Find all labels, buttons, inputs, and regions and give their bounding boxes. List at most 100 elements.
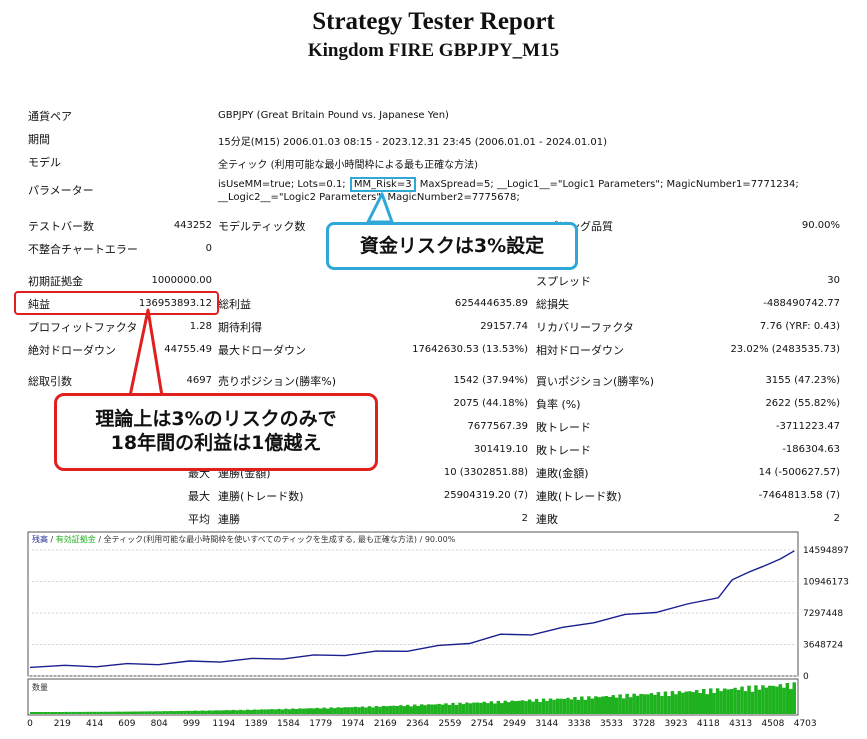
volume-bar [144, 711, 149, 714]
avg-cons-wins-label: 連勝 [218, 513, 240, 526]
volume-bar [346, 707, 351, 714]
volume-bar [364, 707, 368, 714]
volume-bar [294, 709, 299, 714]
largest-loss-label: 敗トレード [536, 421, 591, 434]
volume-bar [228, 710, 232, 714]
volume-bar [312, 708, 316, 714]
volume-bar [541, 698, 546, 714]
max2-label: 最大 [188, 490, 210, 503]
loss-value: 2622 (55.82%) [765, 398, 840, 409]
y-axis-ticks: 14594897 10946173 7297448 3648724 0 [803, 546, 849, 682]
volume-bar [695, 690, 699, 714]
volume-bar [336, 707, 340, 714]
volume-bar [729, 689, 734, 714]
volume-bar [750, 691, 755, 714]
volume-bar [430, 704, 434, 714]
volume-bar [510, 700, 514, 714]
volume-bar [207, 710, 212, 714]
x-tick-label-13: 2559 [438, 719, 461, 729]
volume-bar [165, 711, 170, 714]
volume-bar [200, 710, 205, 714]
x-tick-label-7: 1389 [245, 719, 268, 729]
legend-equity: 有効証拠金 [56, 534, 96, 544]
legend-balance: 残高 [32, 534, 48, 544]
x-tick-label-20: 3923 [665, 719, 688, 729]
volume-bar [754, 685, 758, 714]
avg-cons-wins-value: 2 [521, 513, 528, 524]
volume-bar [635, 695, 640, 714]
short-label: 売りポジション(勝率%) [218, 375, 337, 388]
volume-bar [332, 708, 337, 714]
volume-bar [68, 711, 72, 714]
volume-bar [47, 712, 51, 714]
x-tick-label-2: 414 [86, 719, 103, 729]
symbol-value: GBPJPY (Great Britain Pound vs. Japanese… [218, 110, 449, 121]
y-tick-label-1: 10946173 [803, 578, 849, 588]
risk-callout: 資金リスクは3%設定 [326, 222, 578, 270]
volume-bar [378, 706, 382, 714]
volume-bar [778, 684, 783, 714]
volume-bar [761, 685, 765, 714]
volume-bar [78, 711, 83, 714]
volume-bar [461, 704, 466, 714]
volume-bar [30, 712, 34, 714]
volume-bar [301, 708, 306, 714]
volume-bar [653, 695, 657, 714]
volume-bar [646, 694, 650, 714]
max-cons-wins-value: 10 (3302851.88) [443, 467, 528, 478]
long-label: 買いポジション(勝率%) [536, 375, 655, 388]
gross-profit-label: 総利益 [218, 298, 251, 311]
abs-dd-label: 絶対ドローダウン [28, 344, 116, 357]
avg-cons-losses-value: 2 [833, 513, 840, 524]
volume-bar [221, 710, 225, 714]
spread-value: 30 [827, 275, 840, 286]
volume-bar [50, 712, 55, 714]
volume-bar [402, 706, 407, 714]
volume-bar [722, 688, 727, 714]
volume-bar [235, 710, 239, 714]
x-tick-label-21: 4118 [697, 719, 720, 729]
volume-bar [103, 711, 107, 714]
y-tick-label-0: 14594897 [803, 546, 849, 556]
volume-bar [89, 711, 93, 714]
max-cons-loss-value: -7464813.58 (7) [758, 490, 840, 501]
balance-line [29, 550, 795, 669]
volume-bar [569, 699, 574, 714]
net-value: 136953893.12 [138, 298, 212, 309]
x-tick-label-14: 2754 [471, 719, 494, 729]
recovery-label: リカバリーファクタ [536, 321, 634, 334]
volume-bar [465, 702, 469, 714]
volume-bar [190, 710, 194, 714]
errors-value: 0 [205, 243, 212, 254]
volume-bar [573, 697, 577, 714]
volume-bar [305, 708, 309, 714]
volume-bar [176, 711, 180, 714]
spread-label: スプレッド [536, 275, 591, 288]
volume-bar [277, 708, 281, 714]
volume-bar [632, 693, 636, 714]
avg-win-value: 301419.10 [473, 444, 528, 455]
volume-bar [392, 705, 396, 714]
volume-bar [719, 691, 723, 714]
volume-bar [663, 691, 668, 714]
volume-bar [343, 707, 347, 714]
volume-bar [231, 709, 236, 714]
max-cons-loss-label: 連敗(トレード数) [536, 490, 622, 503]
volume-bar [148, 711, 152, 714]
volume-bar [413, 704, 417, 714]
volume-bar [639, 693, 643, 714]
volume-bar [618, 694, 622, 714]
volume-bar [545, 700, 549, 714]
volume-bar [493, 703, 497, 714]
params-label: パラメーター [28, 184, 94, 197]
abs-dd-value: 44755.49 [164, 344, 212, 355]
volume-bar [775, 686, 779, 714]
volume-bar [768, 685, 772, 714]
volume-bar [99, 711, 104, 714]
volume-bar [531, 701, 535, 714]
x-tick-label-22: 4313 [729, 719, 752, 729]
recovery-value: 7.76 (YRF: 0.43) [759, 321, 840, 332]
volume-bar [416, 705, 420, 714]
volume-bar [409, 706, 413, 714]
volume-bar [151, 711, 156, 714]
